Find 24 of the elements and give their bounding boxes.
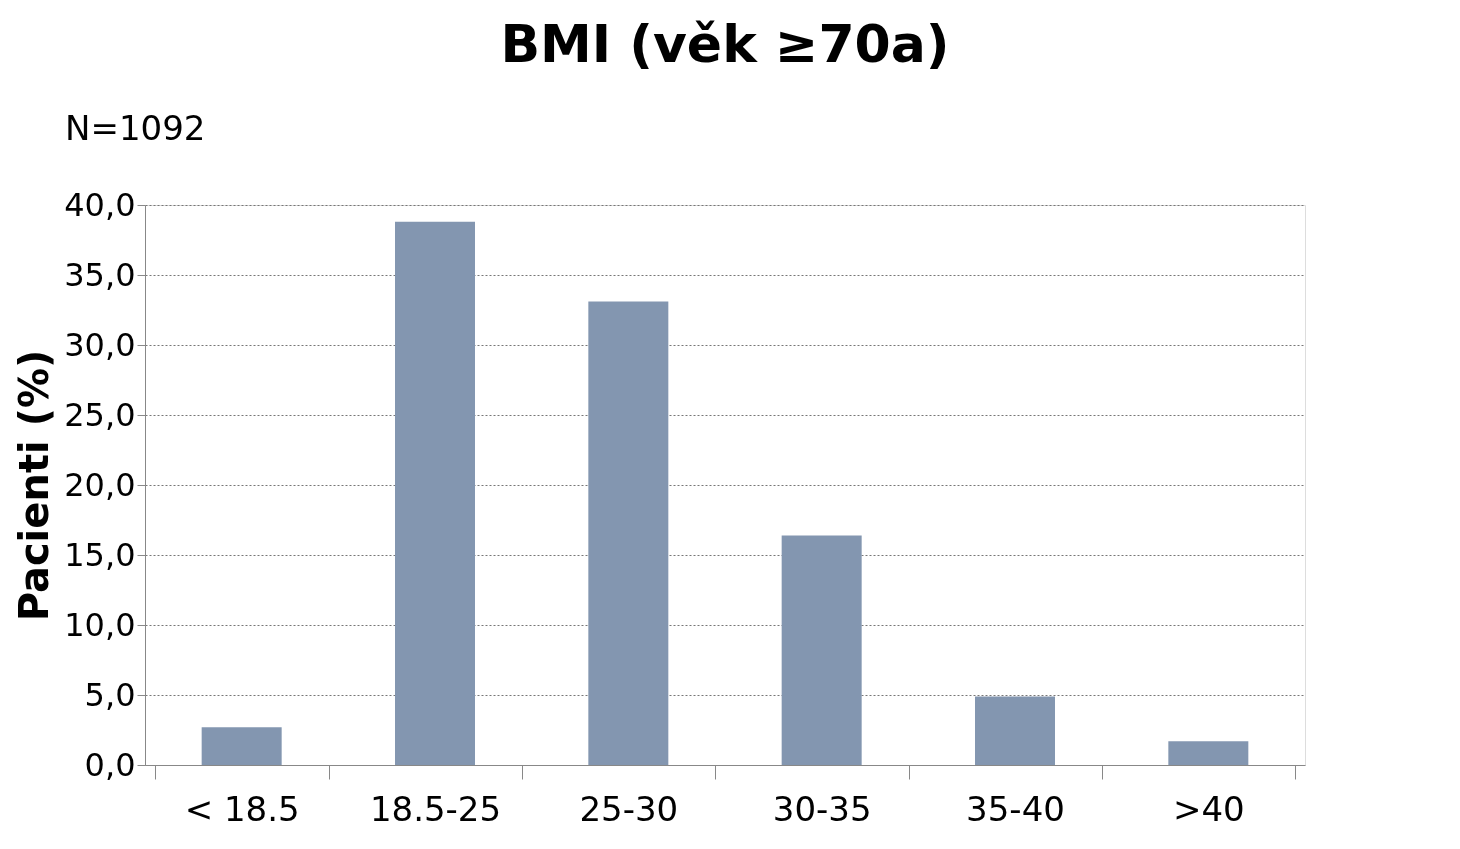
x-tick-label: < 18.5	[184, 788, 300, 829]
bar	[588, 301, 669, 765]
y-tick-label: 10,0	[64, 605, 136, 644]
y-tick-label: 5,0	[84, 675, 136, 714]
bar	[201, 727, 282, 765]
y-tick-label: 35,0	[64, 255, 136, 294]
bar	[975, 696, 1055, 765]
y-tick-label: 30,0	[64, 325, 136, 364]
x-tick-label: 18.5-25	[369, 788, 502, 829]
x-tick-label: 30-35	[772, 788, 872, 829]
y-tick-label: 40,0	[64, 185, 136, 224]
x-tick-label: 25-30	[579, 788, 679, 829]
bar	[781, 535, 862, 765]
bar	[395, 221, 475, 765]
text: N=1092	[65, 108, 206, 148]
y-tick-label: 0,0	[84, 745, 136, 784]
x-tick-label: 35-40	[966, 788, 1065, 829]
y-tick-label: 15,0	[64, 535, 136, 574]
y-tick-label: 20,0	[64, 465, 136, 504]
bar	[1168, 741, 1249, 765]
y-tick-label: 25,0	[64, 395, 136, 434]
y-axis-title: Pacienti (%)	[11, 349, 58, 622]
x-tick-label: >40	[1172, 788, 1245, 829]
chart-title: BMI (věk ≥70a)	[500, 14, 950, 74]
